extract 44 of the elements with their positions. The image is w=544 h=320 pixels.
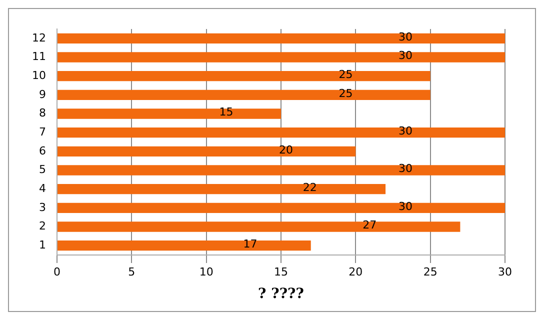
x-axis-title: ? ???? bbox=[258, 286, 304, 302]
y-tick-label: 2 bbox=[38, 220, 46, 233]
y-tick-label: 10 bbox=[32, 68, 46, 82]
y-tick-label: 8 bbox=[38, 106, 46, 120]
y-tick-label: 7 bbox=[38, 125, 46, 138]
x-tick-label: 10 bbox=[199, 265, 214, 278]
x-tick-label: 30 bbox=[498, 265, 512, 278]
x-tick-label: 0 bbox=[53, 265, 60, 278]
bar bbox=[57, 90, 430, 100]
bar bbox=[57, 71, 430, 82]
data-label: 17 bbox=[243, 237, 258, 250]
data-label: 30 bbox=[398, 49, 412, 62]
bar bbox=[57, 33, 505, 44]
data-label: 15 bbox=[219, 106, 234, 119]
y-tick-label: 11 bbox=[32, 50, 46, 64]
bar bbox=[57, 184, 386, 194]
data-label: 27 bbox=[362, 218, 377, 232]
bar bbox=[57, 108, 281, 119]
bar bbox=[57, 146, 356, 156]
x-tick-label: 5 bbox=[128, 265, 136, 278]
y-tick-label: 1 bbox=[38, 238, 46, 252]
x-tick-label: 25 bbox=[423, 265, 438, 278]
bar bbox=[57, 165, 505, 176]
data-label: 30 bbox=[398, 200, 412, 213]
data-label: 30 bbox=[398, 30, 412, 44]
y-tick-label: 4 bbox=[38, 182, 46, 195]
bar bbox=[57, 240, 311, 251]
data-label: 30 bbox=[398, 124, 412, 138]
data-label: 22 bbox=[302, 180, 317, 194]
x-tick-label: 15 bbox=[274, 265, 288, 278]
data-label: 25 bbox=[338, 68, 353, 81]
y-tick-label: 6 bbox=[38, 144, 46, 158]
data-label: 25 bbox=[338, 86, 353, 100]
x-tick-label: 20 bbox=[348, 265, 363, 278]
bar bbox=[57, 128, 505, 138]
bar bbox=[57, 52, 505, 62]
y-tick-label: 12 bbox=[32, 31, 46, 44]
bar bbox=[57, 202, 505, 213]
y-tick-label: 5 bbox=[38, 163, 46, 176]
data-label: 20 bbox=[279, 143, 294, 156]
data-label: 30 bbox=[398, 162, 412, 176]
y-tick-label: 9 bbox=[38, 88, 46, 101]
y-tick-label: 3 bbox=[38, 200, 46, 214]
bar bbox=[57, 222, 460, 232]
